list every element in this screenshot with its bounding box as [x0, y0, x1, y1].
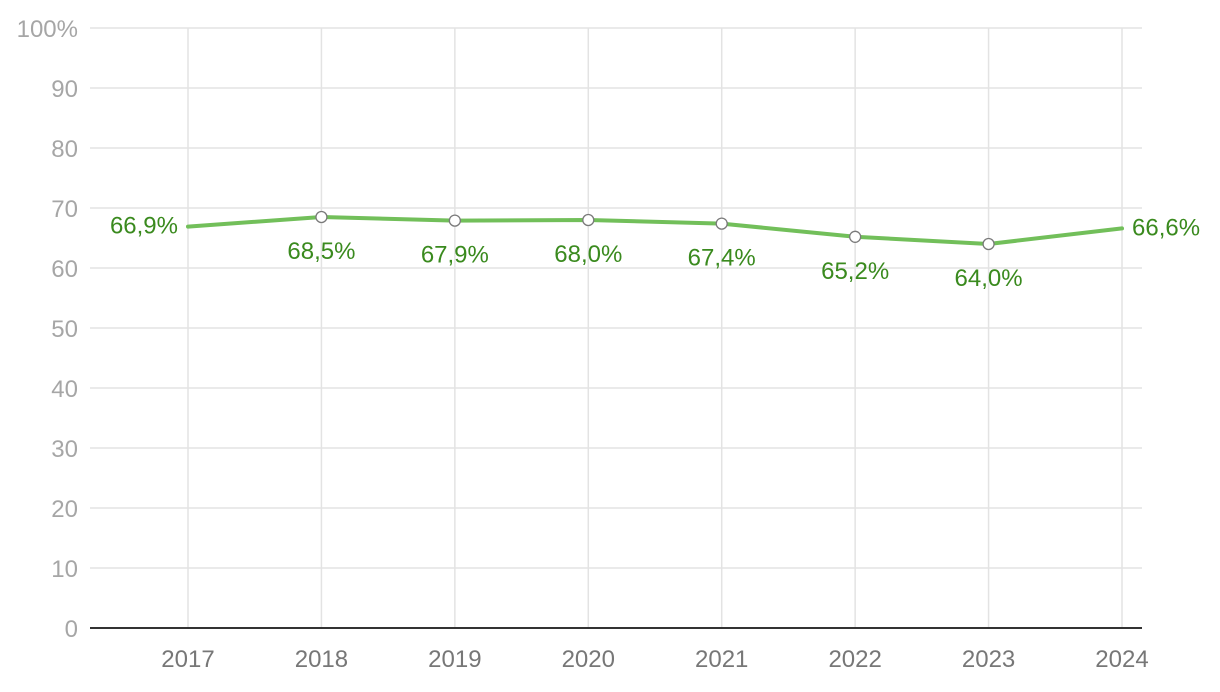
y-tick-label: 50 — [51, 316, 78, 343]
data-point — [315, 210, 328, 224]
series-layer — [186, 210, 1124, 251]
x-tick-label: 2018 — [295, 646, 348, 673]
x-tick-label: 2017 — [161, 646, 214, 673]
y-tick-label: 90 — [51, 76, 78, 103]
y-tick-label: 10 — [51, 556, 78, 583]
data-point — [448, 214, 462, 227]
data-point — [982, 237, 995, 251]
x-tick-label: 2024 — [1095, 646, 1148, 673]
y-axis-ticks: 0 10 20 30 40 50 60 70 80 90 100% — [17, 16, 78, 643]
y-tick-label: 60 — [51, 256, 78, 283]
x-tick-label: 2020 — [562, 646, 615, 673]
data-label: 65,2% — [821, 258, 889, 285]
data-labels: 66,9% 68,5% 67,9% 68,0% 67,4% 65,2% 64,0% 66,6% — [110, 213, 1200, 292]
data-label: 68,5% — [287, 238, 355, 265]
data-point — [848, 230, 862, 243]
x-axis-ticks: 2017 2018 2019 2020 2021 2022 2023 2024 — [161, 646, 1148, 673]
data-label: 67,4% — [688, 245, 756, 272]
y-tick-label: 0 — [65, 616, 78, 643]
data-label: 66,6% — [1132, 214, 1200, 241]
y-tick-label: 40 — [51, 376, 78, 403]
x-tick-label: 2022 — [828, 646, 881, 673]
x-tick-label: 2021 — [695, 646, 748, 673]
y-tick-label: 70 — [51, 196, 78, 223]
data-label: 67,9% — [421, 242, 489, 269]
x-tick-label: 2019 — [428, 646, 481, 673]
y-tick-label: 30 — [51, 436, 78, 463]
data-point — [715, 217, 728, 230]
data-point — [582, 213, 595, 227]
grid-lines — [90, 27, 1142, 628]
x-tick-label: 2023 — [962, 646, 1015, 673]
y-tick-label: 100% — [17, 16, 78, 43]
data-label: 66,9% — [110, 213, 178, 240]
y-tick-label: 80 — [51, 136, 78, 163]
data-label: 64,0% — [955, 265, 1023, 292]
data-label: 68,0% — [554, 241, 622, 268]
y-tick-label: 20 — [51, 496, 78, 523]
series-line — [186, 215, 1124, 246]
